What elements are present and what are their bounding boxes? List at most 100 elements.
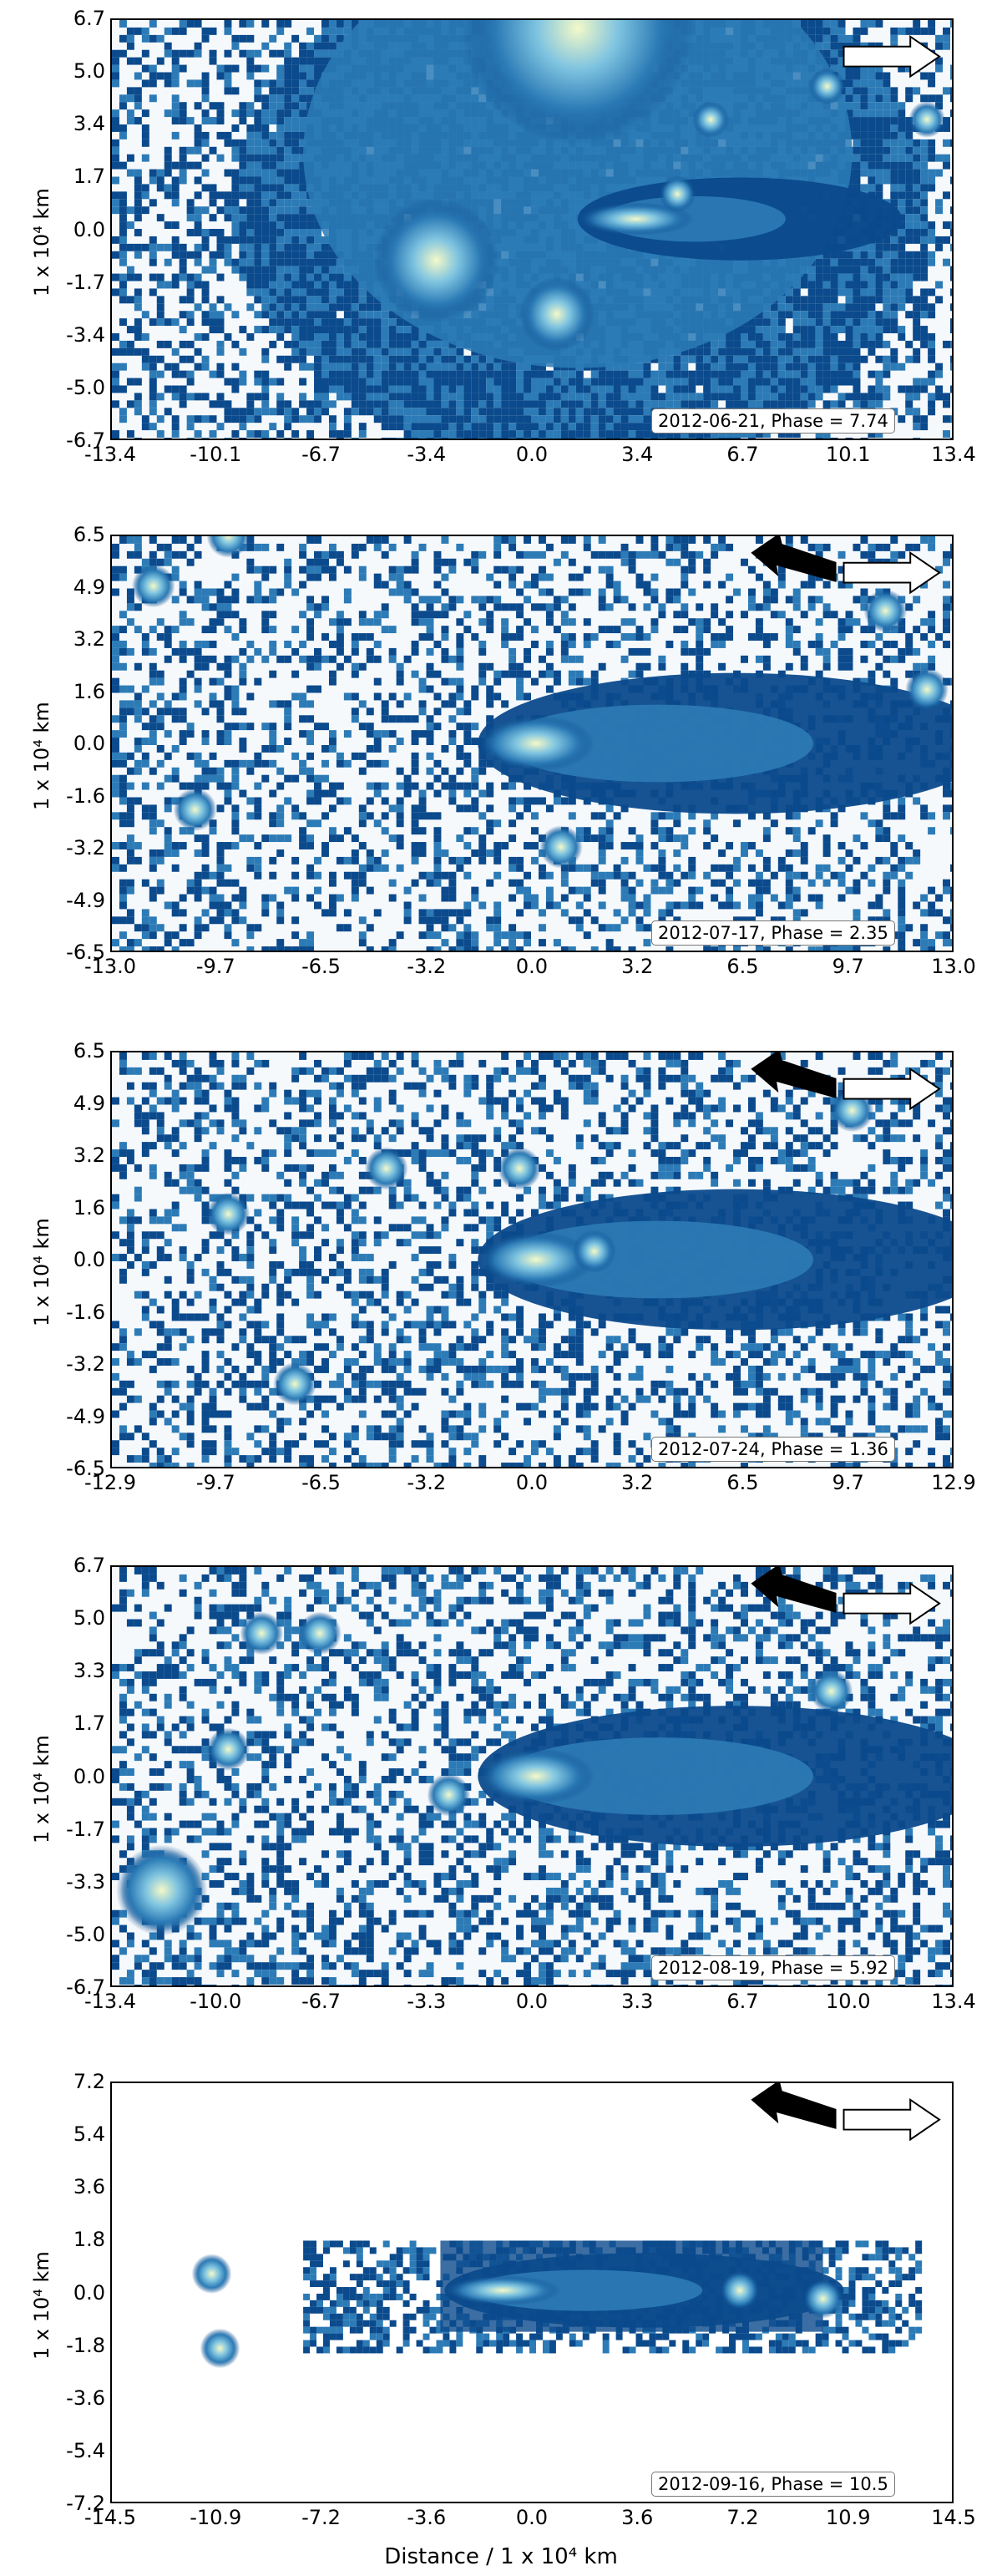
x-tick-label: 3.2: [621, 1471, 654, 1494]
x-tick-label: -14.5: [84, 2506, 137, 2529]
x-tick-label: 7.2: [726, 2506, 759, 2529]
x-tick-label: 0.0: [515, 1471, 549, 1494]
y-tick-label: -3.3: [66, 1869, 105, 1894]
y-tick-label: -6.5: [66, 941, 105, 964]
y-tick-label: 0.0: [73, 217, 105, 241]
x-tick-label: 6.5: [726, 955, 759, 978]
x-tick-label: -6.5: [301, 955, 341, 978]
x-tick-label: 13.4: [931, 1990, 976, 2013]
x-tick-label: -6.7: [301, 443, 341, 466]
y-tick-label: 5.4: [73, 2122, 105, 2147]
y-tick-label: 0.0: [73, 1248, 105, 1271]
x-tick-label: 9.7: [832, 1471, 864, 1494]
y-tick-label: 3.2: [73, 627, 105, 651]
comet-image: [112, 536, 952, 951]
x-tick-label: 10.0: [826, 1990, 871, 2013]
x-tick-label: -13.4: [84, 1990, 137, 2013]
y-tick-label: -3.6: [66, 2386, 105, 2410]
y-tick-label: 1.6: [73, 1195, 105, 1220]
x-tick-label: -12.9: [84, 1471, 137, 1494]
y-tick-label: 1.8: [73, 2228, 105, 2252]
date-phase-label: 2012-08-19, Phase = 5.92: [651, 1955, 895, 1980]
y-tick-label: 6.5: [73, 523, 105, 546]
y-tick-label: 1.6: [73, 679, 105, 703]
x-tick-label: -10.0: [190, 1990, 242, 2013]
y-tick-label: -4.9: [66, 888, 105, 912]
y-tick-label: 1.7: [73, 165, 105, 189]
y-tick-label: -1.8: [66, 2333, 105, 2357]
image-frame: [110, 2082, 954, 2503]
x-tick-label: 13.4: [931, 443, 976, 466]
y-tick-label: -1.7: [66, 270, 105, 294]
y-tick-label: -6.5: [66, 1457, 105, 1480]
x-tick-label: 6.7: [726, 443, 759, 466]
y-tick-label: 4.9: [73, 575, 105, 599]
x-tick-label: 3.4: [621, 443, 654, 466]
x-tick-label: 6.7: [726, 1990, 759, 2013]
x-tick-label: 0.0: [515, 443, 549, 466]
date-phase-label: 2012-06-21, Phase = 7.74: [651, 408, 895, 434]
x-tick-label: 3.3: [621, 1990, 654, 2013]
y-tick-label: 5.0: [73, 1606, 105, 1630]
date-phase-label: 2012-07-17, Phase = 2.35: [651, 920, 895, 946]
y-tick-label: -3.2: [66, 836, 105, 860]
comet-image: [112, 20, 952, 439]
image-frame: [110, 1051, 954, 1468]
x-tick-label: -10.9: [190, 2506, 242, 2529]
x-tick-label: 10.1: [826, 443, 871, 466]
x-tick-label: -9.7: [195, 955, 235, 978]
y-tick-label: -6.7: [66, 428, 105, 452]
x-tick-label: -6.5: [301, 1471, 341, 1494]
y-tick-label: 6.7: [73, 1554, 105, 1577]
y-tick-label: 1.7: [73, 1711, 105, 1736]
x-tick-label: -9.7: [195, 1471, 235, 1494]
y-tick-label: -3.4: [66, 322, 105, 347]
x-tick-label: -3.2: [407, 1471, 447, 1494]
y-tick-label: -4.9: [66, 1404, 105, 1428]
y-tick-label: 4.9: [73, 1091, 105, 1115]
y-tick-label: 7.2: [73, 2070, 105, 2093]
y-tick-label: 6.5: [73, 1039, 105, 1062]
x-tick-label: 10.9: [826, 2506, 871, 2529]
y-tick-label: -1.6: [66, 783, 105, 808]
y-tick-label: -6.7: [66, 1975, 105, 1999]
x-tick-label: 3.2: [621, 955, 654, 978]
x-tick-label: -3.6: [407, 2506, 447, 2529]
image-frame: [110, 1565, 954, 1987]
image-frame: [110, 535, 954, 952]
x-tick-label: -7.2: [301, 2506, 341, 2529]
y-tick-label: 6.7: [73, 7, 105, 30]
y-tick-label: 0.0: [73, 1764, 105, 1788]
y-tick-label: 3.4: [73, 112, 105, 136]
x-axis-label: Distance / 1 x 10⁴ km: [384, 2544, 618, 2569]
y-tick-label: -5.0: [66, 375, 105, 399]
y-tick-label: -3.2: [66, 1352, 105, 1376]
y-tick-label: -5.4: [66, 2438, 105, 2462]
date-phase-label: 2012-09-16, Phase = 10.5: [651, 2472, 895, 2497]
x-tick-label: 14.5: [931, 2506, 976, 2529]
x-tick-label: 0.0: [515, 1990, 549, 2013]
image-frame: [110, 18, 954, 440]
x-tick-label: -10.1: [190, 443, 242, 466]
x-tick-label: -3.2: [407, 955, 447, 978]
x-tick-label: -3.3: [407, 1990, 447, 2013]
x-tick-label: 12.9: [931, 1471, 976, 1494]
x-tick-label: 6.5: [726, 1471, 759, 1494]
y-tick-label: -1.7: [66, 1817, 105, 1841]
comet-image: [112, 1052, 952, 1467]
x-tick-label: 9.7: [832, 955, 864, 978]
y-tick-label: 5.0: [73, 59, 105, 84]
y-tick-label: -1.6: [66, 1300, 105, 1324]
x-tick-label: -13.0: [84, 955, 137, 978]
x-tick-label: 13.0: [931, 955, 976, 978]
x-tick-label: -3.4: [407, 443, 447, 466]
y-tick-label: 0.0: [73, 2280, 105, 2305]
y-tick-label: -5.0: [66, 1922, 105, 1946]
comet-image: [112, 1567, 952, 1985]
x-tick-label: -6.7: [301, 1990, 341, 2013]
